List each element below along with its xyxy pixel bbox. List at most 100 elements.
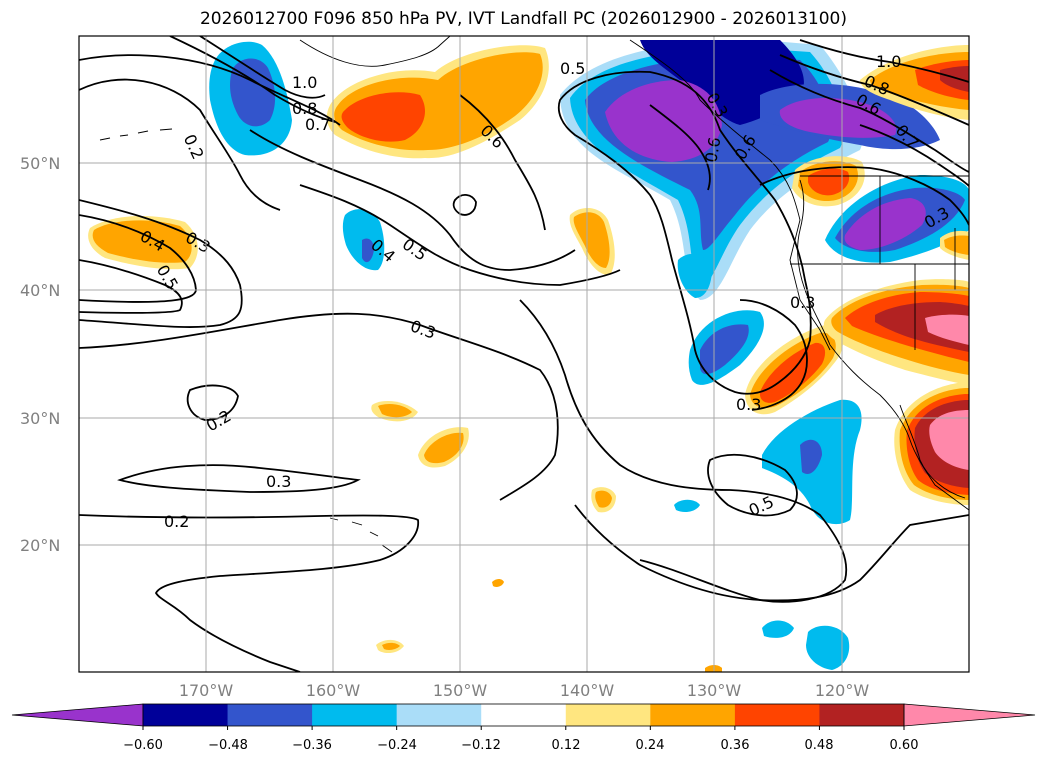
colorbar-segments (11, 703, 1036, 730)
lon-label-140: 140°W (560, 681, 615, 700)
coast-bc (629, 39, 831, 351)
contour-ne-0.3 (759, 166, 969, 226)
coastlines (99, 36, 969, 553)
lat-labels: 50°N 40°N 30°N 20°N (20, 154, 60, 555)
colorbar-extend-max (903, 703, 1036, 727)
contour-ne-0.6 (769, 69, 969, 173)
pv-contours (79, 36, 969, 672)
island-chain-1 (99, 128, 173, 141)
coast-alaska (299, 36, 451, 67)
shade-pos-s1b (378, 404, 412, 418)
contour-0.2-loop (186, 384, 239, 421)
shade-pos-ca-4 (875, 302, 969, 352)
contour-0.3-east (739, 299, 808, 411)
shade-pos-s2b (424, 432, 464, 464)
clabel-14: 0.2 (164, 512, 189, 531)
shade-pos-nw-2 (92, 220, 192, 263)
lon-label-150: 150°W (433, 681, 488, 700)
shade-pos-s4b (382, 642, 400, 650)
contour-0.6-mid (459, 94, 546, 231)
lat-label-40: 40°N (20, 281, 60, 300)
contour-0.3 (79, 199, 243, 328)
colorbar-segment (227, 704, 313, 726)
clabel-10: 0.3 (408, 316, 438, 343)
shade-pos-sfo-3 (759, 342, 826, 403)
lon-labels: 170°W 160°W 150°W 140°W 130°W 120°W (179, 681, 870, 700)
clabel-15: 0.3 (790, 293, 815, 312)
shade-pos-van-3 (808, 168, 850, 196)
lat-label-30: 30°N (20, 409, 60, 428)
contour-ne-1.0 (799, 39, 969, 83)
lon-label-130: 130°W (687, 681, 742, 700)
shade-pos-north-3 (341, 92, 425, 142)
contour-0.5-east (707, 453, 798, 517)
clabel-4: 0.2 (180, 131, 208, 162)
cb-label-1: −0.48 (208, 738, 248, 753)
gridlines (79, 36, 969, 672)
colorbar-frame (142, 703, 905, 727)
colorbar-extend-min (11, 703, 144, 727)
clabel-18: 0.3 (736, 395, 761, 414)
shade-neg-sub2 (806, 625, 850, 670)
contour-0.5-mid (299, 184, 621, 286)
map-frame (78, 35, 970, 673)
shade-neg-sub4 (674, 499, 700, 513)
contour-0.5-w (79, 259, 183, 314)
contour-big-0.3 (249, 129, 576, 271)
contour-0.4 (79, 214, 197, 303)
cb-label-3: −0.24 (377, 738, 417, 753)
clabel-13: 0.3 (266, 472, 291, 491)
shade-neg-sub5 (677, 253, 712, 298)
cb-label-8: 0.48 (805, 738, 834, 753)
colorbar-segment (650, 704, 736, 726)
contour-1.0 (199, 36, 326, 99)
clabel-1: 1.0 (292, 73, 317, 92)
pv-shading (88, 40, 969, 672)
shade-pos-ne-4 (940, 66, 969, 92)
lon-label-120: 120°W (815, 681, 870, 700)
cb-label-2: −0.36 (292, 738, 332, 753)
shade-neg-sub1b (800, 439, 822, 475)
colorbar-segment (143, 704, 229, 726)
lon-label-160: 160°W (306, 681, 361, 700)
lat-label-50: 50°N (20, 154, 60, 173)
cb-label-9: 0.60 (890, 738, 919, 753)
clabel-12: 0.5 (399, 234, 431, 264)
contour-ne-0.7 (859, 124, 969, 187)
lon-label-170: 170°W (179, 681, 234, 700)
colorbar-segment (819, 704, 905, 726)
cb-label-6: 0.24 (636, 738, 665, 753)
cb-label-0: −0.60 (123, 738, 163, 753)
coast-wa-or (797, 179, 831, 346)
colorbar-segment (312, 704, 398, 726)
shade-neg-sub3 (762, 620, 794, 638)
colorbar: −0.60 −0.48 −0.36 −0.24 −0.12 0.12 0.24 … (11, 703, 1036, 753)
colorbar-labels: −0.60 −0.48 −0.36 −0.24 −0.12 0.12 0.24 … (123, 738, 918, 753)
cb-label-4: −0.12 (461, 738, 501, 753)
shade-pos-mid-2 (573, 212, 610, 268)
contour-0.6-bc (649, 104, 711, 191)
clabel-3: 0.7 (305, 115, 330, 134)
clabel-20: 1.0 (876, 52, 901, 71)
contour-ne-0.8 (779, 54, 969, 126)
contour-0.3-c (79, 312, 559, 501)
coast-baja (899, 404, 966, 499)
contour-0.2-north (79, 78, 281, 211)
contour-0.7 (79, 54, 341, 126)
clabel-2: 0.8 (292, 99, 317, 118)
shade-pos-e2 (944, 235, 969, 255)
map-title: 2026012700 F096 850 hPa PV, IVT Landfall… (199, 9, 847, 29)
colorbar-segment (734, 704, 820, 726)
lat-label-20: 20°N (20, 536, 60, 555)
shade-pos-s3b (595, 490, 612, 508)
hawaii-1 (329, 517, 393, 553)
shade-neg-offcoast-2 (700, 324, 749, 375)
cb-label-5: 0.12 (552, 738, 581, 753)
contour-0.2-se (574, 504, 969, 602)
contour-0.8 (169, 36, 336, 123)
colorbar-segment (396, 704, 482, 726)
shade-pos-s5 (492, 579, 504, 587)
colorbar-segment (565, 704, 651, 726)
clabel-6: 0.5 (560, 59, 585, 78)
